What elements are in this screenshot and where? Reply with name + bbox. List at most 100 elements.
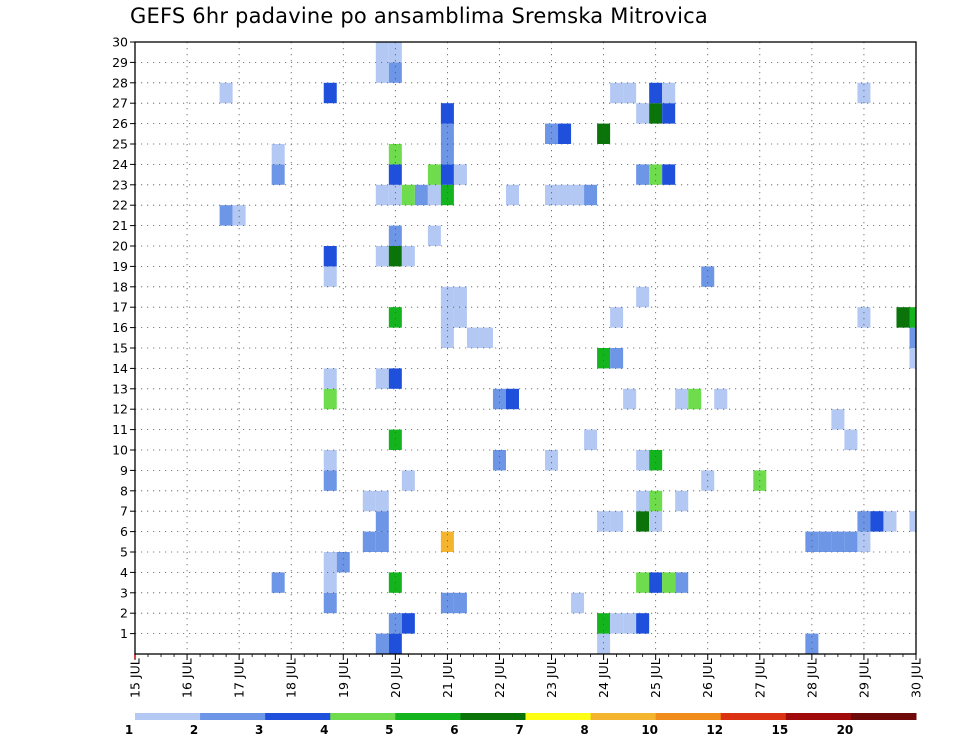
heatmap-cell: [909, 511, 916, 532]
legend-swatch: [330, 713, 396, 720]
heatmap-cell: [440, 144, 454, 165]
heatmap-cell: [597, 348, 611, 369]
heatmap-cell: [440, 184, 454, 206]
y-tick-label: 15: [112, 341, 128, 356]
legend-label: 1: [125, 723, 133, 737]
heatmap-cell: [323, 246, 337, 267]
y-tick-label: 23: [112, 177, 128, 192]
heatmap-cell: [636, 286, 650, 308]
heatmap-cell: [662, 103, 676, 124]
legend-swatch: [590, 713, 657, 720]
heatmap-cell: [714, 388, 728, 410]
heatmap-cell: [857, 511, 871, 532]
heatmap-cell: [831, 531, 845, 552]
heatmap-cell: [440, 286, 454, 308]
heatmap-cell: [323, 592, 337, 614]
heatmap-cell: [388, 429, 402, 450]
y-tick-label: 28: [112, 75, 128, 90]
heatmap-cell: [636, 572, 650, 593]
x-tick-label: 16 JUL: [180, 658, 195, 698]
y-tick-label: 1: [120, 626, 128, 641]
heatmap-cell: [909, 307, 916, 328]
heatmap-cell: [401, 613, 415, 634]
cells-layer: [219, 42, 916, 654]
heatmap-cell: [492, 450, 506, 471]
x-tick-label: 18 JUL: [284, 658, 299, 698]
y-tick-label: 6: [120, 524, 128, 539]
heatmap-cell: [623, 82, 637, 104]
heatmap-cell: [831, 409, 845, 430]
heatmap-cell: [675, 490, 689, 512]
legend-label: 12: [706, 723, 723, 737]
heatmap-cell: [401, 184, 415, 206]
heatmap-cell: [571, 592, 585, 614]
heatmap-cell: [597, 511, 611, 532]
heatmap-cell: [649, 82, 663, 104]
heatmap-cell: [375, 62, 389, 83]
heatmap-cell: [623, 613, 637, 634]
y-tick-label: 13: [112, 381, 128, 396]
legend-label: 2: [190, 723, 198, 737]
heatmap-cell: [662, 164, 676, 185]
heatmap-cell: [375, 246, 389, 267]
heatmap-cell: [649, 511, 663, 532]
y-tick-label: 22: [112, 198, 128, 213]
y-tick-label: 12: [112, 402, 128, 417]
legend-swatch: [395, 713, 461, 720]
legend-swatch: [785, 713, 852, 720]
x-tick-label: 21 JUL: [440, 658, 455, 698]
x-tick-label: 20 JUL: [388, 658, 403, 698]
heatmap-cell: [857, 82, 871, 104]
heatmap-cell: [453, 286, 467, 308]
y-tick-label: 24: [112, 157, 128, 172]
heatmap-cell: [388, 613, 402, 634]
legend-swatch: [525, 713, 592, 720]
y-tick-label: 14: [112, 361, 128, 376]
heatmap-cell: [388, 42, 402, 63]
heatmap-cell: [505, 184, 519, 206]
legend-swatch: [850, 713, 917, 720]
heatmap-cell: [401, 246, 415, 267]
heatmap-cell: [610, 82, 624, 104]
heatmap-cell: [375, 511, 389, 532]
heatmap-cell: [545, 184, 559, 206]
heatmap-cell: [375, 42, 389, 63]
y-tick-label: 29: [112, 55, 128, 70]
legend: 1 2 3 4 5 6 7 8 10 12 15 20: [125, 713, 917, 737]
heatmap-cell: [805, 633, 819, 654]
heatmap-cell: [909, 348, 916, 369]
heatmap-cell: [271, 572, 285, 593]
y-tick-label: 7: [120, 504, 128, 519]
x-tick-label: 28 JUL: [804, 658, 819, 698]
y-tick-label: 2: [120, 606, 128, 621]
y-tick-label: 5: [120, 545, 128, 560]
heatmap-cell: [597, 633, 611, 654]
heatmap-cell: [688, 388, 702, 410]
heatmap-cell: [323, 572, 337, 593]
heatmap-cell: [610, 348, 624, 369]
heatmap-cell: [857, 307, 871, 328]
y-tick-label: 17: [112, 300, 128, 315]
heatmap-cell: [662, 82, 676, 104]
heatmap-cell: [662, 572, 676, 593]
heatmap-cell: [623, 388, 637, 410]
heatmap-cell: [388, 225, 402, 246]
heatmap-cell: [505, 388, 519, 410]
y-tick-label: 21: [112, 218, 128, 233]
x-tick-label: 19 JUL: [336, 658, 351, 698]
legend-swatch: [200, 713, 266, 720]
heatmap-cell: [466, 327, 480, 348]
y-tick-label: 16: [112, 320, 128, 335]
heatmap-cell: [388, 307, 402, 328]
heatmap-cell: [323, 266, 337, 287]
y-tick-label: 20: [112, 239, 128, 254]
heatmap-cell: [323, 470, 337, 491]
legend-label: 7: [515, 723, 523, 737]
heatmap-cell: [414, 184, 428, 206]
x-axis: 15 JUL 16 JUL 17 JUL 18 JUL 19 JUL 20 JUL 21 J…: [128, 654, 924, 698]
heatmap-cell: [323, 368, 337, 389]
heatmap-cell: [427, 225, 441, 246]
heatmap-cell: [375, 490, 389, 512]
legend-label: 6: [450, 723, 458, 737]
